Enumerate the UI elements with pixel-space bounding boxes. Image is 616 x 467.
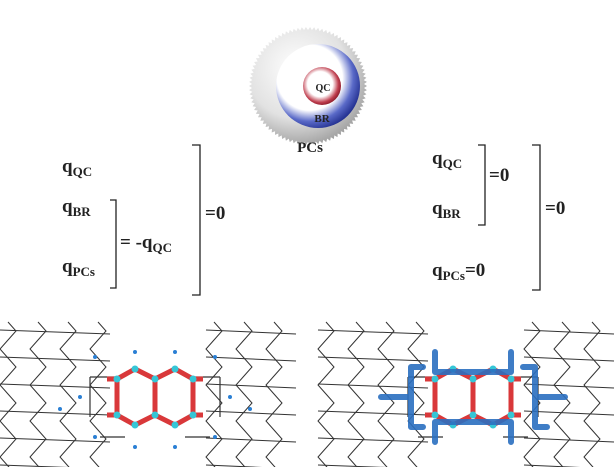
atom (113, 411, 121, 419)
atom (431, 411, 439, 419)
atom (131, 365, 139, 373)
framework-structures (0, 321, 615, 467)
framework-link (317, 329, 429, 335)
framework-strand (235, 321, 253, 467)
framework-strand (0, 321, 17, 467)
framework-strand (407, 321, 425, 467)
counter-ion (173, 445, 177, 449)
framework-link (317, 356, 429, 362)
atom (171, 365, 179, 373)
framework-link (205, 356, 297, 362)
term: qPCs (62, 256, 95, 279)
bracket (192, 144, 201, 296)
framework-strand (317, 321, 335, 467)
inner-equation: =0 (489, 165, 509, 186)
outer-equation: =0 (205, 203, 225, 224)
framework-link (0, 410, 111, 416)
term: qBR (432, 198, 461, 221)
qc-core (303, 67, 341, 105)
framework-link (523, 356, 615, 362)
framework-link (317, 464, 387, 467)
qc-label: QC (316, 83, 331, 94)
counter-ion (213, 435, 217, 439)
framework-strand (59, 321, 77, 467)
atom (507, 411, 515, 419)
atom (131, 421, 139, 429)
framework-cage (89, 376, 221, 438)
bracket (110, 199, 117, 289)
framework-link (0, 437, 111, 443)
framework-strand (89, 321, 107, 467)
bracket (478, 144, 486, 226)
framework-strand (265, 321, 283, 467)
atom (507, 375, 515, 383)
counter-ion (93, 435, 97, 439)
framework-link (0, 356, 111, 362)
framework-link (523, 329, 615, 335)
inner-equation: = -qQC (120, 232, 172, 255)
framework-link (205, 383, 297, 389)
framework-strand (29, 321, 47, 467)
framework-link (205, 410, 297, 416)
framework-link (0, 383, 111, 389)
counter-ion (248, 407, 252, 411)
term: qBR (62, 196, 91, 219)
framework-link (205, 464, 263, 467)
right-equations: qQC qBR =0 qPCs=0 =0 (432, 144, 565, 291)
framework-link (205, 329, 297, 335)
counter-ion (133, 445, 137, 449)
counter-ion (93, 355, 97, 359)
atom (469, 411, 477, 419)
counter-ion (58, 407, 62, 411)
framework-link (523, 437, 615, 443)
atom (189, 375, 197, 383)
term: qPCs=0 (432, 260, 485, 283)
framework-link (317, 437, 429, 443)
counter-ion (173, 350, 177, 354)
counter-ion (133, 350, 137, 354)
framework-strand (583, 321, 601, 467)
sphere-diagram: QC BR PCs (249, 27, 367, 156)
atom (171, 421, 179, 429)
atom (469, 375, 477, 383)
bridge (378, 349, 568, 445)
framework-link (523, 383, 615, 389)
framework-link (205, 437, 297, 443)
framework-strand (205, 321, 223, 467)
framework-link (0, 464, 69, 467)
atom (151, 411, 159, 419)
counter-ion (228, 395, 232, 399)
framework-link (523, 464, 581, 467)
counter-ion (213, 355, 217, 359)
atom (431, 375, 439, 383)
counter-ion (78, 395, 82, 399)
atom (189, 411, 197, 419)
framework-strand (347, 321, 365, 467)
left-equations: qQC qBR qPCs = -qQC =0 (62, 144, 225, 296)
pcs-label: PCs (297, 140, 323, 156)
outer-equation: =0 (545, 198, 565, 219)
term: qQC (62, 156, 92, 179)
framework-link (523, 410, 615, 416)
br-label: BR (314, 113, 330, 125)
framework-link (0, 329, 111, 335)
bracket (532, 144, 541, 291)
atom (151, 375, 159, 383)
atom (113, 375, 121, 383)
term: qQC (432, 148, 462, 171)
